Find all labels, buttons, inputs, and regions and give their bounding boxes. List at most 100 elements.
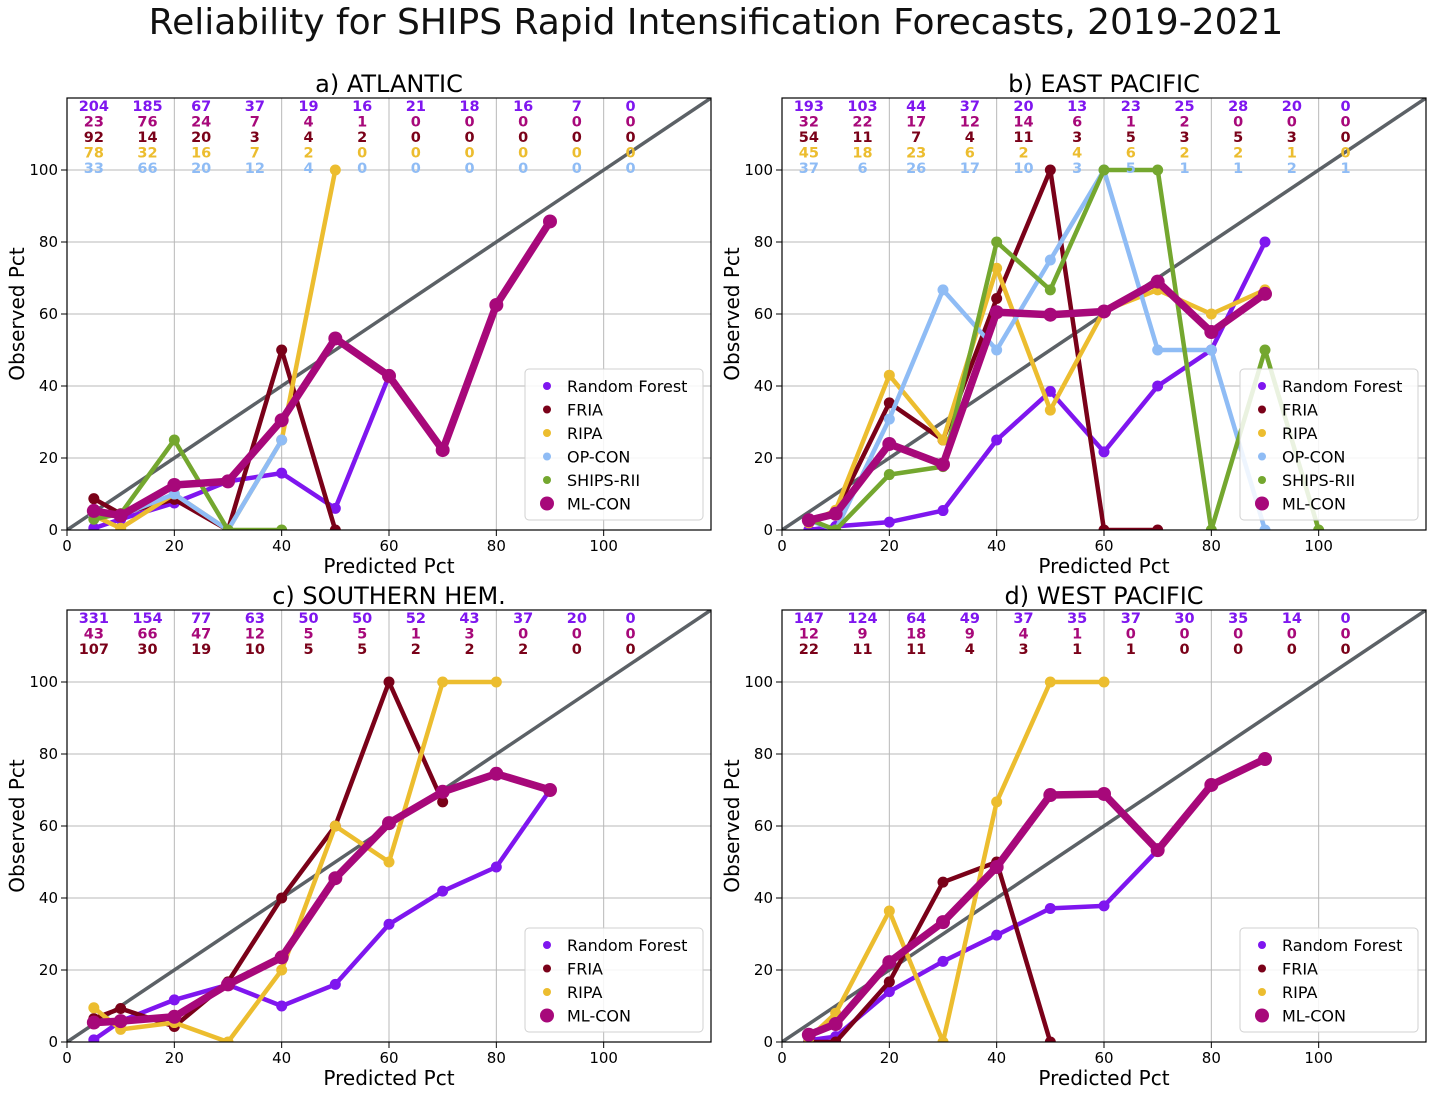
data-point-ripa [883,369,895,381]
data-point-fria [1044,1036,1056,1042]
sample-count: 0 [625,642,635,658]
data-point-ships-rii [222,524,234,530]
data-point-ripa [937,434,949,446]
sample-count: 0 [572,161,582,177]
sample-count: 0 [625,99,635,115]
sample-count: 43 [84,627,104,643]
data-point-ml-con [113,1014,128,1029]
data-point-op-con [1259,524,1271,530]
sample-count: 0 [464,130,474,146]
x-tick-label: 0 [62,537,72,555]
y-tick-label: 60 [754,817,773,835]
data-point-op-con [276,434,288,446]
sample-count: 12 [799,627,819,643]
sample-count: 1 [1126,115,1136,131]
legend-label: ML-CON [1282,1007,1346,1026]
series-line-ml-con [805,755,1269,1039]
data-point-ripa [88,1002,100,1014]
data-point-ml-con [489,766,504,781]
y-tick-label: 60 [754,305,773,323]
legend-marker [543,476,551,484]
y-tick-label: 0 [763,1033,773,1051]
sample-count: 14 [1013,115,1033,131]
data-point-fria [115,1003,127,1015]
x-tick-label: 60 [379,1049,398,1067]
plot-frame [781,609,1427,1043]
sample-count: 16 [191,146,211,162]
sample-count: 14 [137,130,157,146]
sample-count: 16 [352,99,372,115]
sample-count: 32 [137,146,157,162]
sample-count: 3 [1287,130,1297,146]
sample-count: 0 [625,115,635,131]
sample-count: 0 [518,627,528,643]
legend-marker [1258,429,1266,437]
sample-count: 0 [572,115,582,131]
sample-count: 5 [1126,161,1136,177]
sample-count: 2 [1179,146,1189,162]
data-point-ml-con [221,474,235,489]
x-tick-label: 20 [880,537,899,555]
sample-count: 16 [513,99,533,115]
series-line-fria [806,859,1053,1042]
x-tick-label: 40 [272,1049,291,1067]
data-point-random-forest [276,467,288,479]
x-tick-label: 100 [1304,537,1333,555]
y-tick-label: 20 [754,961,773,979]
sample-count: 49 [960,611,980,627]
data-point-random-forest [883,986,895,998]
sample-count: 14 [1282,611,1302,627]
sample-count: 23 [1121,99,1141,115]
sample-count: 5 [357,627,367,643]
sample-count: 1 [411,627,421,643]
y-tick-label: 40 [754,377,773,395]
legend-marker [543,941,551,949]
sample-count: 20 [191,161,211,177]
legend-box [1239,927,1419,1033]
sample-count: 12 [245,161,265,177]
x-tick-label: 20 [165,537,184,555]
sample-count: 0 [518,115,528,131]
data-point-fria [883,397,895,409]
sample-count: 35 [1228,611,1248,627]
x-tick-label: 40 [987,537,1006,555]
data-point-ships-rii [276,524,288,530]
data-point-fria [883,976,895,988]
y-axis-label: Observed Pct [720,247,744,381]
sample-count: 64 [906,611,926,627]
sample-count: 5 [357,642,367,658]
data-point-ripa [329,820,341,832]
data-point-ships-rii [991,236,1003,248]
sample-count: 3 [1072,130,1082,146]
data-point-ships-rii [1313,524,1325,530]
sample-count: 12 [245,627,265,643]
legend-box [524,927,704,1033]
sample-count: 19 [191,642,211,658]
sample-count: 3 [1018,642,1028,658]
sample-count: 0 [1287,115,1297,131]
sample-count: 92 [84,130,104,146]
data-point-ripa [991,796,1003,808]
data-point-ripa [991,262,1003,274]
x-tick-label: 80 [487,537,506,555]
legend-label: FRIA [567,960,603,979]
sample-count: 19 [298,99,318,115]
data-point-ml-con [1043,788,1058,803]
sample-count: 25 [1174,99,1194,115]
sample-count: 0 [625,611,635,627]
sample-count: 1 [1072,627,1082,643]
legend-marker [1258,405,1266,414]
data-point-ml-con [801,1027,816,1042]
data-point-op-con [883,413,895,425]
sample-count: 0 [411,115,421,131]
data-point-ml-con [1150,274,1165,289]
y-tick-label: 0 [48,521,58,539]
sample-count: 24 [191,115,211,131]
sample-count: 0 [572,146,582,162]
data-point-random-forest [991,929,1003,941]
data-point-random-forest [88,522,100,530]
y-axis-label: Observed Pct [5,759,29,893]
perfect-reliability-line [782,610,1426,1042]
y-tick-label: 40 [754,889,773,907]
data-point-ml-con [328,331,343,346]
